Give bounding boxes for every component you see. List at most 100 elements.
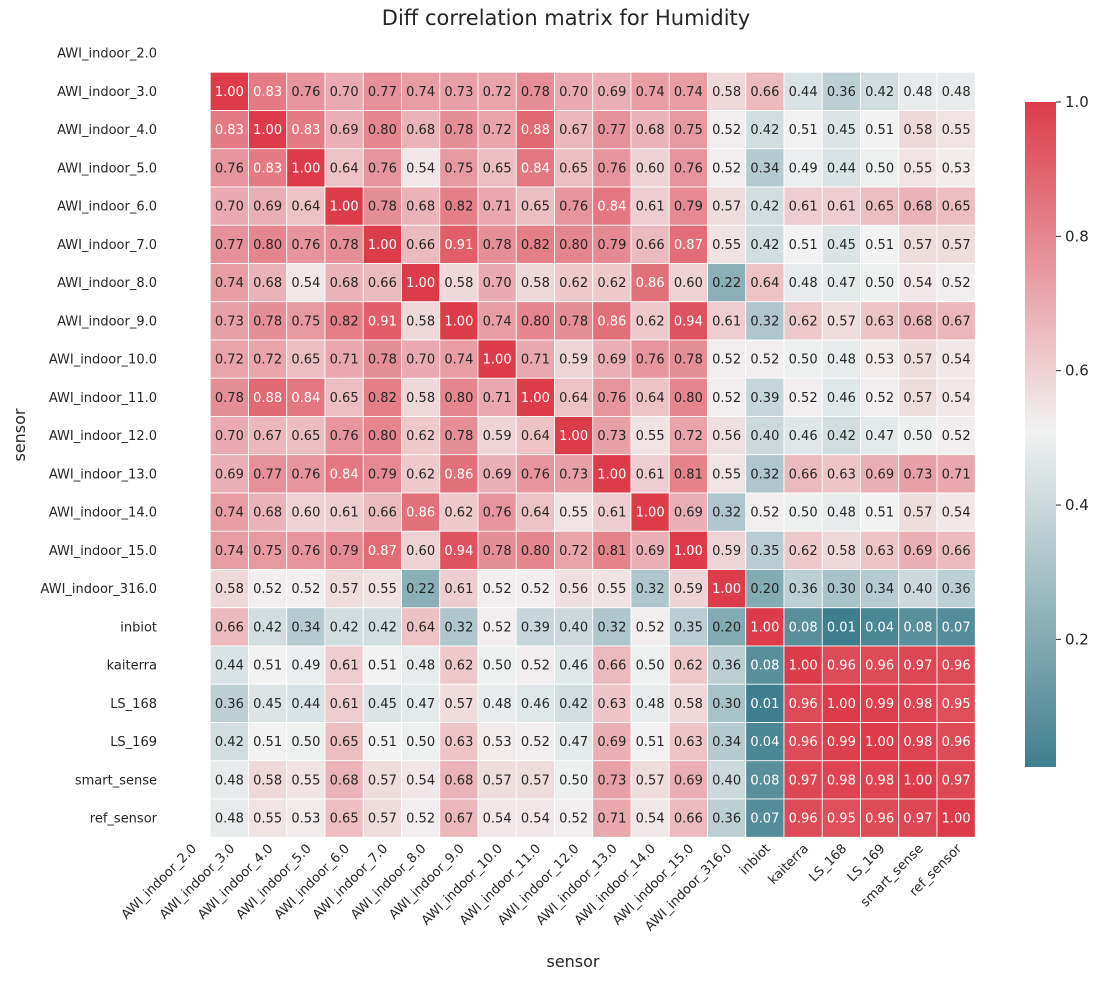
heatmap-cell <box>821 416 861 456</box>
heatmap-cell <box>707 301 747 341</box>
heatmap-cell <box>707 492 747 532</box>
heatmap-cell <box>783 454 823 494</box>
cell-value-label: 0.58 <box>406 314 435 329</box>
heatmap-cell <box>209 607 249 647</box>
cell-value-label: 0.72 <box>215 353 244 368</box>
cell-value-label: 0.68 <box>253 276 282 291</box>
heatmap-cell <box>592 454 632 494</box>
heatmap-cell <box>707 148 747 188</box>
cell-value-label: 0.67 <box>253 429 282 444</box>
cell-value-label: 0.52 <box>865 391 894 406</box>
cell-value-label: 0.83 <box>253 161 282 176</box>
cell-value-label: 0.47 <box>827 276 856 291</box>
colorbar-tick-label: 0.4 <box>1065 496 1089 514</box>
cell-value-label: 0.70 <box>559 85 588 100</box>
cell-value-label: 0.52 <box>750 353 779 368</box>
heatmap-cell <box>248 224 288 264</box>
cell-value-label: 0.36 <box>942 582 971 597</box>
cell-value-label: 0.48 <box>903 85 932 100</box>
cell-value-label: 0.51 <box>865 506 894 521</box>
cell-value-label: 0.50 <box>636 659 665 674</box>
heatmap-cell <box>745 263 785 303</box>
cell-value-label: 0.46 <box>789 429 818 444</box>
cell-value-label: 0.84 <box>291 391 320 406</box>
heatmap-cell <box>630 645 670 685</box>
heatmap-cell <box>592 224 632 264</box>
heatmap-cell <box>209 377 249 417</box>
cell-value-label: 0.74 <box>636 85 665 100</box>
cell-value-label: 0.96 <box>865 659 894 674</box>
cell-value-label: 0.72 <box>559 544 588 559</box>
heatmap-cell <box>668 416 708 456</box>
cell-value-label: 0.42 <box>368 620 397 635</box>
cell-value-label: 0.52 <box>521 735 550 750</box>
heatmap-cell <box>936 645 976 685</box>
heatmap-cell <box>898 607 938 647</box>
cell-value-label: 0.08 <box>789 620 818 635</box>
cell-value-label: 0.52 <box>291 582 320 597</box>
cell-value-label: 1.00 <box>750 620 779 635</box>
heatmap-cell <box>401 569 441 609</box>
heatmap-cell <box>362 530 402 570</box>
cell-value-label: 0.45 <box>827 123 856 138</box>
cell-value-label: 0.64 <box>521 429 550 444</box>
heatmap-cell <box>477 224 517 264</box>
cell-value-label: 1.00 <box>865 735 894 750</box>
cell-value-label: 0.65 <box>483 161 512 176</box>
cell-value-label: 0.60 <box>636 161 665 176</box>
cell-value-label: 0.48 <box>827 353 856 368</box>
cell-value-label: 0.75 <box>253 544 282 559</box>
cell-value-label: 0.78 <box>253 314 282 329</box>
cell-value-label: 0.50 <box>559 773 588 788</box>
cell-value-label: 0.04 <box>865 620 894 635</box>
cell-value-label: 0.96 <box>942 735 971 750</box>
cell-value-label: 0.62 <box>674 659 703 674</box>
cell-value-label: 0.54 <box>636 812 665 827</box>
cell-value-label: 0.66 <box>942 544 971 559</box>
heatmap-cell <box>286 339 326 379</box>
heatmap-cell <box>898 454 938 494</box>
heatmap-cell <box>439 224 479 264</box>
row-tick-label: AWI_indoor_5.0 <box>57 161 157 176</box>
heatmap-cell <box>936 301 976 341</box>
heatmap-cell <box>248 263 288 303</box>
cell-value-label: 0.42 <box>750 123 779 138</box>
cell-value-label: 0.65 <box>291 353 320 368</box>
heatmap-cell <box>477 683 517 723</box>
heatmap-cell <box>362 607 402 647</box>
heatmap-cell <box>477 607 517 647</box>
heatmap-cell <box>477 760 517 800</box>
heatmap-cell <box>286 645 326 685</box>
cell-value-label: 0.80 <box>521 314 550 329</box>
cell-value-label: 0.46 <box>827 391 856 406</box>
cell-value-label: 0.48 <box>215 812 244 827</box>
cell-value-label: 0.51 <box>636 735 665 750</box>
cell-value-label: 0.77 <box>253 467 282 482</box>
cell-value-label: 0.96 <box>789 735 818 750</box>
cell-value-label: 0.45 <box>827 238 856 253</box>
heatmap-cell <box>630 722 670 762</box>
cell-value-label: 0.80 <box>368 123 397 138</box>
heatmap-cell <box>515 760 555 800</box>
cell-value-label: 1.00 <box>559 429 588 444</box>
heatmap-cell <box>477 339 517 379</box>
heatmap-cell <box>745 301 785 341</box>
heatmap-cell <box>515 530 555 570</box>
cell-value-label: 0.58 <box>903 123 932 138</box>
cell-value-label: 0.55 <box>636 429 665 444</box>
cell-value-label: 0.59 <box>712 544 741 559</box>
heatmap-cell <box>248 71 288 111</box>
cell-value-label: 0.50 <box>789 506 818 521</box>
heatmap-cell <box>707 416 747 456</box>
cell-value-label: 0.61 <box>597 506 626 521</box>
cell-value-label: 0.61 <box>712 314 741 329</box>
cell-value-label: 0.80 <box>559 238 588 253</box>
cell-value-label: 0.62 <box>444 659 473 674</box>
cell-value-label: 0.82 <box>444 200 473 215</box>
heatmap-cell <box>860 301 900 341</box>
cell-value-label: 0.70 <box>483 276 512 291</box>
cell-value-label: 0.35 <box>674 620 703 635</box>
heatmap-cell <box>936 722 976 762</box>
cell-value-label: 0.71 <box>521 353 550 368</box>
cell-value-label: 0.78 <box>483 238 512 253</box>
